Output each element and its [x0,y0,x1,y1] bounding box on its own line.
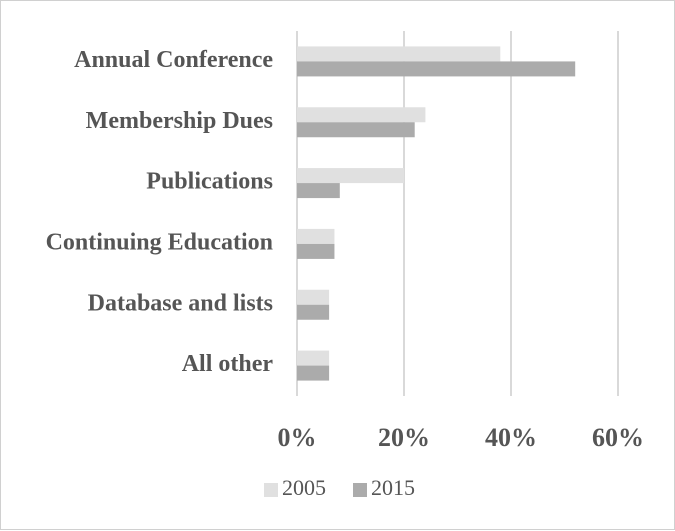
legend-swatch-2005 [264,483,278,497]
bar-continuing-education-2015 [297,243,335,259]
bar-all-other-2005 [297,350,330,366]
bar-all-other-2015 [297,365,330,381]
legend-label-2005: 2005 [282,475,326,500]
x-tick-label-20pct: 20% [378,423,430,452]
category-label-database-and-lists: Database and lists [88,290,273,316]
category-label-annual-conference: Annual Conference [74,47,273,73]
bar-membership-dues-2005 [297,107,426,123]
category-label-membership-dues: Membership Dues [86,108,273,134]
bar-annual-conference-2015 [297,61,576,77]
bar-annual-conference-2005 [297,46,501,62]
bar-database-and-lists-2015 [297,304,330,320]
bar-continuing-education-2005 [297,228,335,244]
legend-label-2015: 2015 [371,475,415,500]
category-label-all-other: All other [182,351,274,377]
legend-swatch-2015 [353,483,367,497]
x-tick-label-60pct: 60% [592,423,644,452]
bar-membership-dues-2015 [297,122,415,138]
category-label-continuing-education: Continuing Education [46,229,273,255]
x-tick-label-0pct: 0% [278,423,317,452]
x-tick-label-40pct: 40% [485,423,537,452]
bar-publications-2015 [297,183,340,199]
category-label-publications: Publications [146,169,273,195]
bar-database-and-lists-2005 [297,289,330,305]
bar-publications-2005 [297,168,404,184]
